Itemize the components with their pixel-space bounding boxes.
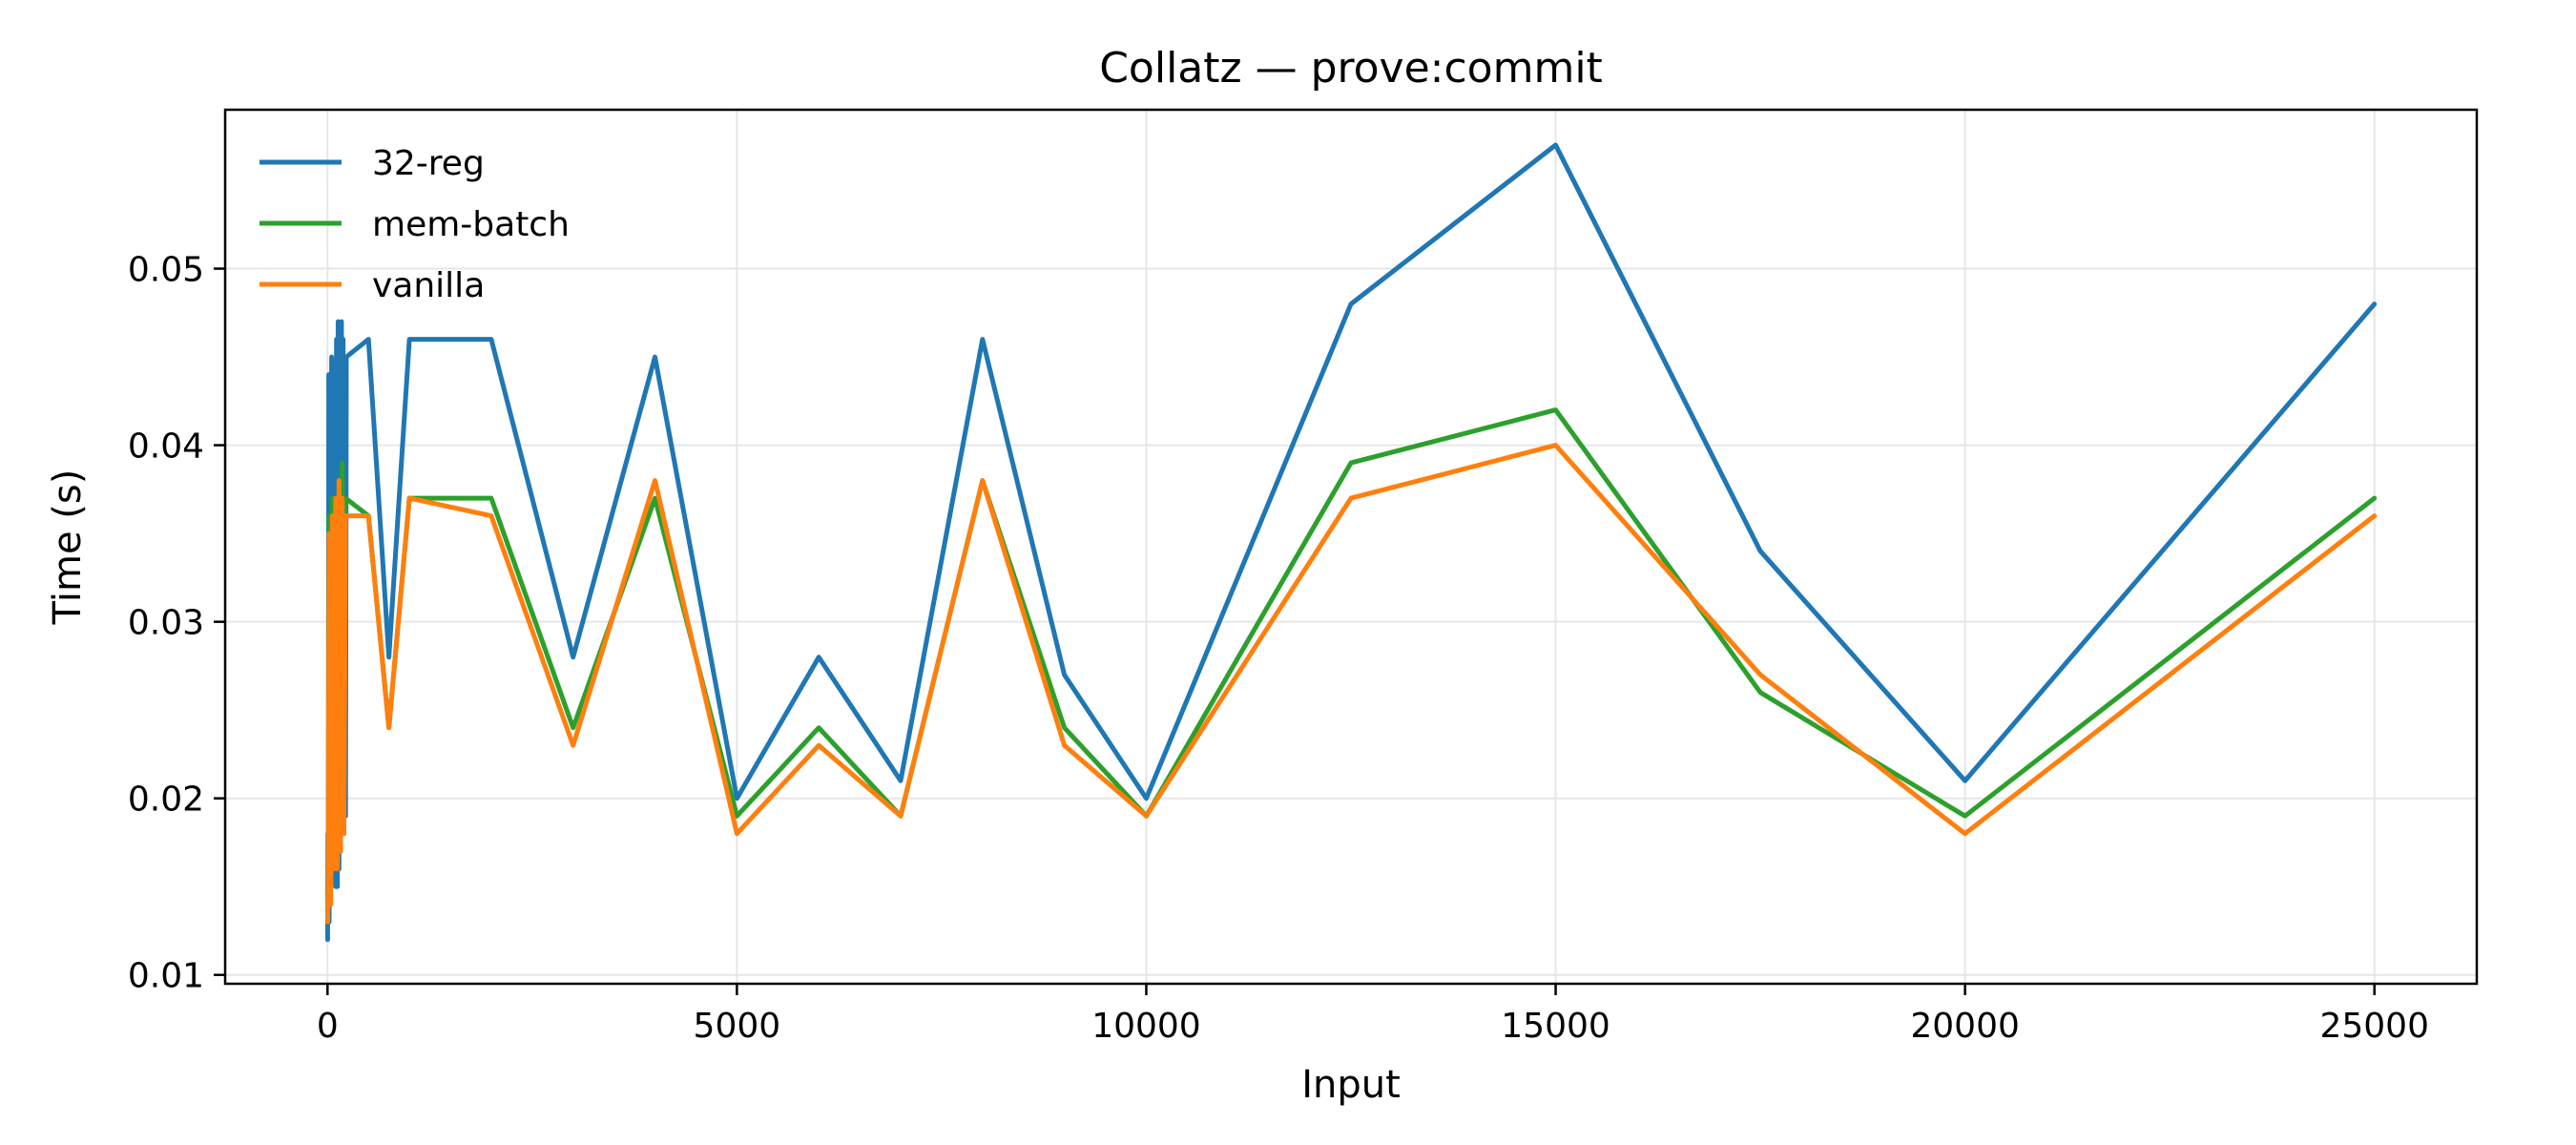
x-tick-label: 20000 <box>1910 1007 2020 1046</box>
y-tick-label: 0.04 <box>128 427 204 467</box>
legend-label-vanilla: vanilla <box>372 266 485 305</box>
x-tick-label: 25000 <box>2319 1007 2429 1046</box>
y-axis: 0.01 0.02 0.03 0.04 0.05 <box>128 251 225 996</box>
plot-area-frame <box>223 108 2479 986</box>
y-axis-label: Time (s) <box>46 469 90 626</box>
y-tick-label: 0.02 <box>128 781 204 820</box>
series-line-mem-batch <box>324 407 2378 925</box>
y-tick-label: 0.05 <box>128 251 204 290</box>
legend-label-32-reg: 32-reg <box>372 144 485 183</box>
series-line-32-reg <box>324 142 2378 943</box>
x-tick-label: 15000 <box>1501 1007 1610 1046</box>
series-line-vanilla <box>324 443 2378 925</box>
y-tick-label: 0.03 <box>128 604 204 643</box>
legend-label-mem-batch: mem-batch <box>372 205 570 244</box>
x-tick-label: 5000 <box>694 1007 781 1046</box>
y-tick-label: 0.01 <box>128 957 204 996</box>
x-tick-label: 10000 <box>1091 1007 1201 1046</box>
x-axis: 0 5000 10000 15000 20000 25000 <box>317 984 2429 1046</box>
x-axis-label: Input <box>1301 1063 1401 1107</box>
legend: 32-reg mem-batch vanilla <box>260 144 570 305</box>
series-lines <box>324 142 2378 943</box>
chart-title: Collatz — prove:commit <box>1099 44 1603 93</box>
x-tick-label: 0 <box>317 1007 339 1046</box>
